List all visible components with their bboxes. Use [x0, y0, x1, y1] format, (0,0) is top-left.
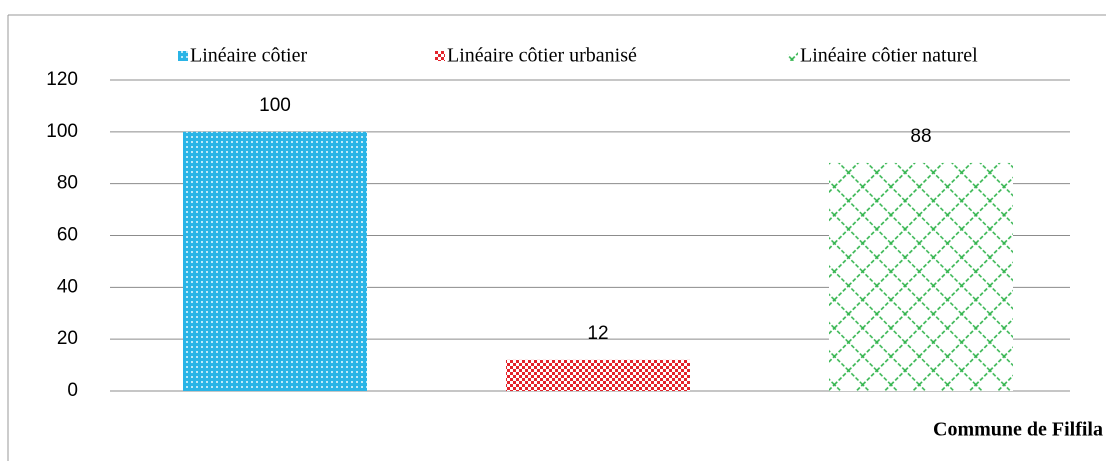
data-label: 12 [587, 323, 608, 344]
x-tick-label: Commune de Filfila [933, 419, 1103, 441]
y-tick-label: 0 [67, 380, 78, 401]
legend-swatch [178, 51, 188, 61]
y-tick-label: 100 [46, 121, 78, 142]
legend-swatch [788, 51, 798, 61]
legend-swatch [435, 51, 445, 61]
bar [506, 359, 690, 391]
data-label: 100 [259, 95, 291, 116]
y-tick-label: 40 [57, 276, 78, 297]
legend-label: Linéaire côtier [190, 45, 307, 67]
y-tick-label: 20 [57, 328, 78, 349]
bar [829, 162, 1013, 391]
legend-label: Linéaire côtier urbanisé [447, 45, 637, 67]
legend-label: Linéaire côtier naturel [800, 45, 978, 67]
data-label: 88 [910, 126, 931, 147]
y-tick-label: 60 [57, 225, 78, 246]
y-tick-label: 120 [46, 69, 78, 90]
y-tick-label: 80 [57, 173, 78, 194]
bar [183, 131, 367, 392]
